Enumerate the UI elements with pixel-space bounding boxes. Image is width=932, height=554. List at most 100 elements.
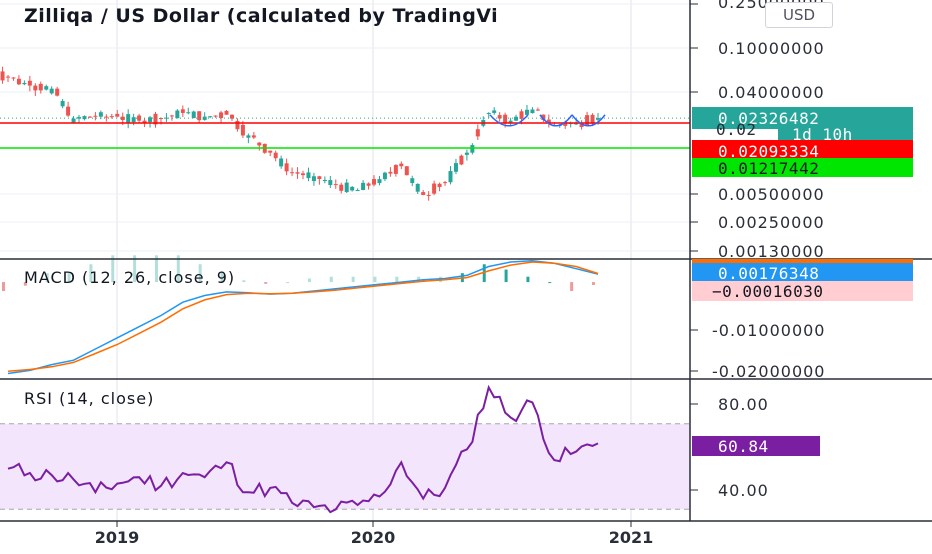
grid-lines [0, 0, 690, 521]
candle-body [235, 120, 240, 130]
candle-body [240, 124, 245, 136]
time-tick-label: 2021 [609, 528, 654, 547]
time-tick-label: 2019 [95, 528, 140, 547]
candle-body [11, 77, 16, 79]
candle-body [486, 112, 491, 114]
macd-histogram-bar [351, 276, 355, 283]
rsi-axis[interactable]: 80.00 40.00 60.84 [690, 395, 820, 500]
candle-body [535, 109, 540, 111]
candle-body [393, 165, 398, 174]
candle-body [497, 115, 502, 119]
candle-body [191, 111, 196, 119]
candle-body [246, 135, 251, 138]
pattern-arc [571, 114, 606, 127]
candle-body [333, 184, 338, 186]
price-tick-label: 0.04000000 [718, 83, 825, 102]
candle-body [273, 152, 278, 159]
candle-body [77, 117, 82, 119]
candle-body [530, 109, 535, 114]
candle-body [563, 121, 568, 126]
macd-histogram-bar [373, 276, 377, 283]
pattern-arcs[interactable] [489, 114, 606, 127]
candle-body [519, 111, 524, 119]
signal-value-strip [692, 259, 913, 264]
candle-body [60, 100, 65, 107]
partial-price-label: 0.02 [716, 120, 757, 139]
macd-histogram-bar [264, 282, 268, 284]
rsi-band [0, 423, 690, 510]
candle-body [410, 178, 415, 183]
candle-body [126, 114, 131, 124]
candle-body [213, 115, 218, 117]
support-lines[interactable] [0, 122, 690, 149]
rsi-tick-label: 40.00 [718, 481, 769, 500]
candle-body [66, 106, 71, 116]
candle-body [443, 182, 448, 184]
candle-body [311, 176, 316, 181]
candle-body [355, 190, 360, 192]
candle-body [361, 182, 366, 191]
macd-histogram-bar [482, 264, 486, 283]
macd-tick-label: -0.02000000 [712, 362, 825, 381]
candle-body [137, 115, 142, 121]
candle-body [503, 114, 508, 123]
candle-body [33, 85, 38, 91]
candle-body [98, 112, 103, 117]
macd-histogram-bar [570, 282, 574, 291]
candle-body [109, 116, 114, 118]
macd-axis[interactable]: 0.00176348 −0.00016030 -0.01000000 -0.02… [690, 259, 913, 381]
candle-body [279, 158, 284, 167]
macd-histogram-bar [242, 280, 246, 283]
candle-body [16, 78, 21, 85]
candle-body [268, 150, 273, 153]
macd-histogram-bar [548, 282, 552, 284]
candle-body [475, 129, 480, 137]
macd-tick-label: -0.01000000 [712, 321, 825, 340]
candle-body [328, 180, 333, 186]
svg-text:1d 10h: 1d 10h [792, 125, 853, 144]
candle-body [590, 114, 595, 124]
candle-body [322, 179, 327, 182]
macd-histogram-bar [220, 271, 224, 283]
macd-histogram-bar [307, 278, 311, 283]
candle-body [508, 120, 513, 124]
candle-body [38, 83, 43, 91]
time-tick-label: 2020 [351, 528, 396, 547]
candle-body [229, 114, 234, 119]
candle-body [366, 183, 371, 186]
candle-body [115, 113, 120, 117]
candle-body [93, 115, 98, 117]
rsi-value-label [692, 436, 820, 456]
candle-body [224, 110, 229, 115]
candle-body [579, 122, 584, 128]
candle-body [404, 166, 409, 176]
candle-body [388, 171, 393, 174]
candle-body [153, 113, 158, 125]
candle-body [339, 184, 344, 191]
candle-body [470, 145, 475, 153]
time-axis[interactable]: 2019 2020 2021 [95, 521, 654, 547]
macd-value-label [692, 263, 913, 282]
macd-title[interactable]: MACD (12, 26, close, 9) [24, 268, 235, 287]
candle-body [290, 172, 295, 174]
currency-button[interactable]: USD [765, 2, 833, 28]
candle-body [541, 114, 546, 120]
candle-body [142, 120, 147, 124]
candle-body [492, 110, 497, 113]
candle-body [344, 182, 349, 193]
rsi-title[interactable]: RSI (14, close) [24, 389, 154, 408]
candle-body [104, 116, 109, 118]
price-tick-label: 0.00500000 [718, 185, 825, 204]
candle-body [464, 152, 469, 155]
candle-body [71, 118, 76, 123]
rsi-tick-label: 80.00 [718, 395, 769, 414]
macd-hist-label [692, 281, 913, 301]
candle-body [426, 194, 431, 196]
macd-histogram-bar [417, 276, 421, 283]
macd-histogram-bar [504, 269, 508, 283]
candle-body [382, 172, 387, 180]
candle-body [44, 86, 49, 90]
candle-body [219, 112, 224, 119]
